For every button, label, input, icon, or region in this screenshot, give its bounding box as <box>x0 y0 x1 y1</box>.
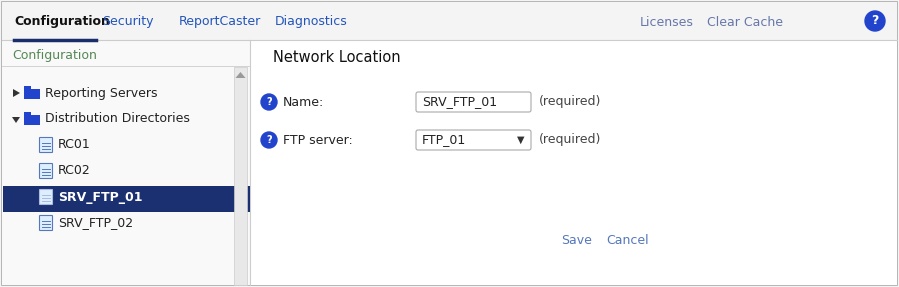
Text: ?: ? <box>871 15 878 28</box>
Bar <box>234 67 247 285</box>
Text: ReportCaster: ReportCaster <box>179 15 262 28</box>
FancyBboxPatch shape <box>40 164 52 179</box>
Text: Name:: Name: <box>283 96 325 108</box>
FancyBboxPatch shape <box>40 189 52 205</box>
Text: SRV_FTP_01: SRV_FTP_01 <box>422 96 497 108</box>
Text: ▼: ▼ <box>517 135 524 145</box>
Text: RC02: RC02 <box>58 164 91 177</box>
Text: Configuration: Configuration <box>14 15 110 28</box>
Polygon shape <box>13 89 20 97</box>
Bar <box>24 89 40 99</box>
Text: Reporting Servers: Reporting Servers <box>45 86 157 100</box>
Bar <box>2 2 897 40</box>
Circle shape <box>865 11 885 31</box>
FancyBboxPatch shape <box>416 130 531 150</box>
Text: Diagnostics: Diagnostics <box>275 15 348 28</box>
FancyBboxPatch shape <box>40 216 52 230</box>
Bar <box>251 40 897 285</box>
FancyBboxPatch shape <box>416 92 531 112</box>
Text: Security: Security <box>102 15 154 28</box>
Text: Network Location: Network Location <box>273 51 401 65</box>
Text: Configuration: Configuration <box>12 49 97 63</box>
Text: ?: ? <box>266 135 271 145</box>
FancyBboxPatch shape <box>40 137 52 152</box>
Bar <box>24 112 31 116</box>
Text: Save: Save <box>561 234 592 247</box>
Bar <box>2 40 250 285</box>
Text: FTP_01: FTP_01 <box>422 133 467 146</box>
Text: Distribution Directories: Distribution Directories <box>45 113 190 125</box>
Bar <box>24 115 40 125</box>
Bar <box>3 186 250 212</box>
Text: RC01: RC01 <box>58 139 91 152</box>
Text: SRV_FTP_02: SRV_FTP_02 <box>58 216 133 230</box>
Bar <box>24 86 31 90</box>
Polygon shape <box>12 117 20 123</box>
Text: SRV_FTP_01: SRV_FTP_01 <box>58 191 143 203</box>
Circle shape <box>261 94 277 110</box>
Text: (required): (required) <box>539 96 601 108</box>
Text: Licenses: Licenses <box>640 15 694 28</box>
Text: Clear Cache: Clear Cache <box>707 15 783 28</box>
Circle shape <box>261 132 277 148</box>
Text: FTP server:: FTP server: <box>283 133 352 146</box>
Polygon shape <box>236 72 245 78</box>
Text: Cancel: Cancel <box>606 234 648 247</box>
Text: ?: ? <box>266 97 271 107</box>
Text: (required): (required) <box>539 133 601 146</box>
